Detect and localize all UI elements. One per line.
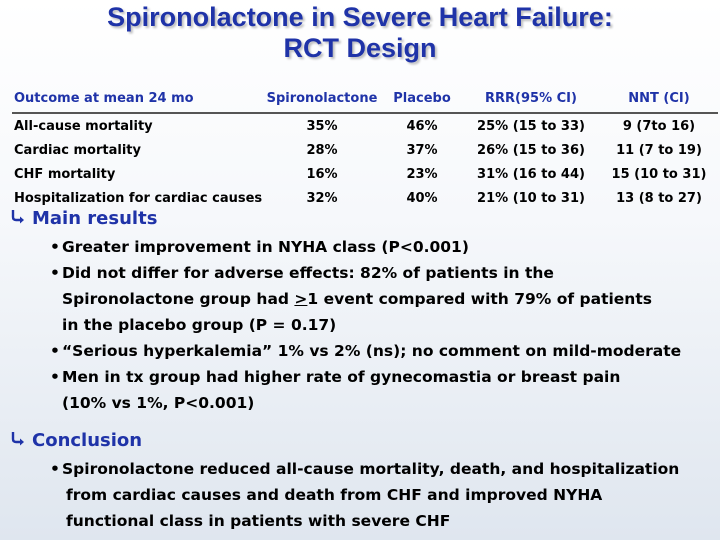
outcome-cell: CHF mortality	[14, 166, 116, 182]
main-results-list: • Greater improvement in NYHA class (P<0.…	[50, 234, 715, 416]
bullet-text: Men in tx group had higher rate of gynec…	[62, 368, 621, 386]
title-line-2: RCT Design	[283, 33, 437, 63]
title-line-1: Spironolactone in Severe Heart Failure:	[107, 2, 613, 32]
spironolactone-cell: 32%	[306, 190, 338, 206]
placebo-cell: 23%	[406, 166, 438, 182]
nnt-cell: 11 (7 to 19)	[616, 142, 702, 158]
rrr-cell: 26% (15 to 36)	[477, 142, 585, 158]
nnt-cell: 15 (10 to 31)	[611, 166, 707, 182]
bullet-text: Spironolactone group had	[62, 290, 295, 308]
placebo-cell: 37%	[406, 142, 438, 158]
rrr-cell: 25% (15 to 33)	[477, 118, 585, 134]
bullet-text: “Serious hyperkalemia” 1% vs 2% (ns); no…	[62, 342, 682, 360]
bullet-continuation: (10% vs 1%, P<0.001)	[62, 394, 255, 412]
bullet-text: Did not differ for adverse effects: 82% …	[62, 264, 554, 282]
table-row: CHF mortality 16% 23% 31% (16 to 44) 15 …	[12, 162, 718, 186]
placebo-cell: 46%	[406, 118, 438, 134]
outcome-cell: All-cause mortality	[14, 118, 153, 134]
header-spironolactone: Spironolactone	[266, 90, 378, 106]
bullet-text: Greater improvement in NYHA class (P<0.0…	[62, 238, 469, 256]
rrr-cell: 21% (10 to 31)	[477, 190, 585, 206]
list-item: • “Serious hyperkalemia” 1% vs 2% (ns); n…	[50, 342, 682, 360]
bullet-text: 1 event compared with 79% of patients	[307, 290, 652, 308]
table-header-row: Outcome at mean 24 mo Spironolactone Pla…	[12, 84, 718, 113]
greater-equal-sign: >	[294, 290, 308, 308]
bullet-text: Spironolactone reduced all-cause mortali…	[62, 460, 680, 478]
table-row: All-cause mortality 35% 46% 25% (15 to 3…	[12, 113, 718, 138]
list-item: • Men in tx group had higher rate of gyne…	[50, 368, 621, 386]
header-nnt: NNT (CI)	[628, 90, 690, 106]
header-placebo: Placebo	[393, 90, 451, 106]
main-results-heading: Main results	[10, 208, 157, 230]
placebo-cell: 40%	[406, 190, 438, 206]
list-item: • Did not differ for adverse effects: 82%…	[50, 264, 554, 282]
bullet-continuation: from cardiac causes and death from CHF a…	[66, 486, 603, 504]
spironolactone-cell: 16%	[306, 166, 338, 182]
list-item: • Greater improvement in NYHA class (P<0.…	[50, 238, 469, 256]
list-item: • Spironolactone reduced all-cause mortal…	[50, 460, 680, 478]
conclusion-heading: Conclusion	[10, 430, 142, 452]
nnt-cell: 9 (7to 16)	[622, 118, 696, 134]
spironolactone-cell: 28%	[306, 142, 338, 158]
header-rrr: RRR(95% CI)	[485, 90, 577, 106]
header-outcome: Outcome at mean 24 mo	[14, 90, 194, 106]
curved-arrow-icon	[10, 430, 32, 452]
outcome-cell: Cardiac mortality	[14, 142, 141, 158]
rct-results-table: Outcome at mean 24 mo Spironolactone Pla…	[12, 84, 718, 210]
spironolactone-cell: 35%	[306, 118, 338, 134]
rrr-cell: 31% (16 to 44)	[477, 166, 585, 182]
table-row: Cardiac mortality 28% 37% 26% (15 to 36)…	[12, 138, 718, 162]
curved-arrow-icon	[10, 208, 32, 230]
outcome-cell: Hospitalization for cardiac causes	[14, 190, 263, 206]
bullet-continuation: in the placebo group (P = 0.17)	[62, 316, 337, 334]
nnt-cell: 13 (8 to 27)	[616, 190, 702, 206]
bullet-continuation: Spironolactone group had >1 event compar…	[50, 286, 715, 312]
conclusion-list: • Spironolactone reduced all-cause mortal…	[50, 456, 715, 534]
main-results-label: Main results	[32, 208, 158, 229]
table-row: Hospitalization for cardiac causes 32% 4…	[12, 186, 718, 210]
bullet-continuation: functional class in patients with severe…	[66, 512, 451, 530]
slide-title: Spironolactone in Severe Heart Failure: …	[0, 2, 720, 64]
conclusion-label: Conclusion	[32, 430, 143, 451]
